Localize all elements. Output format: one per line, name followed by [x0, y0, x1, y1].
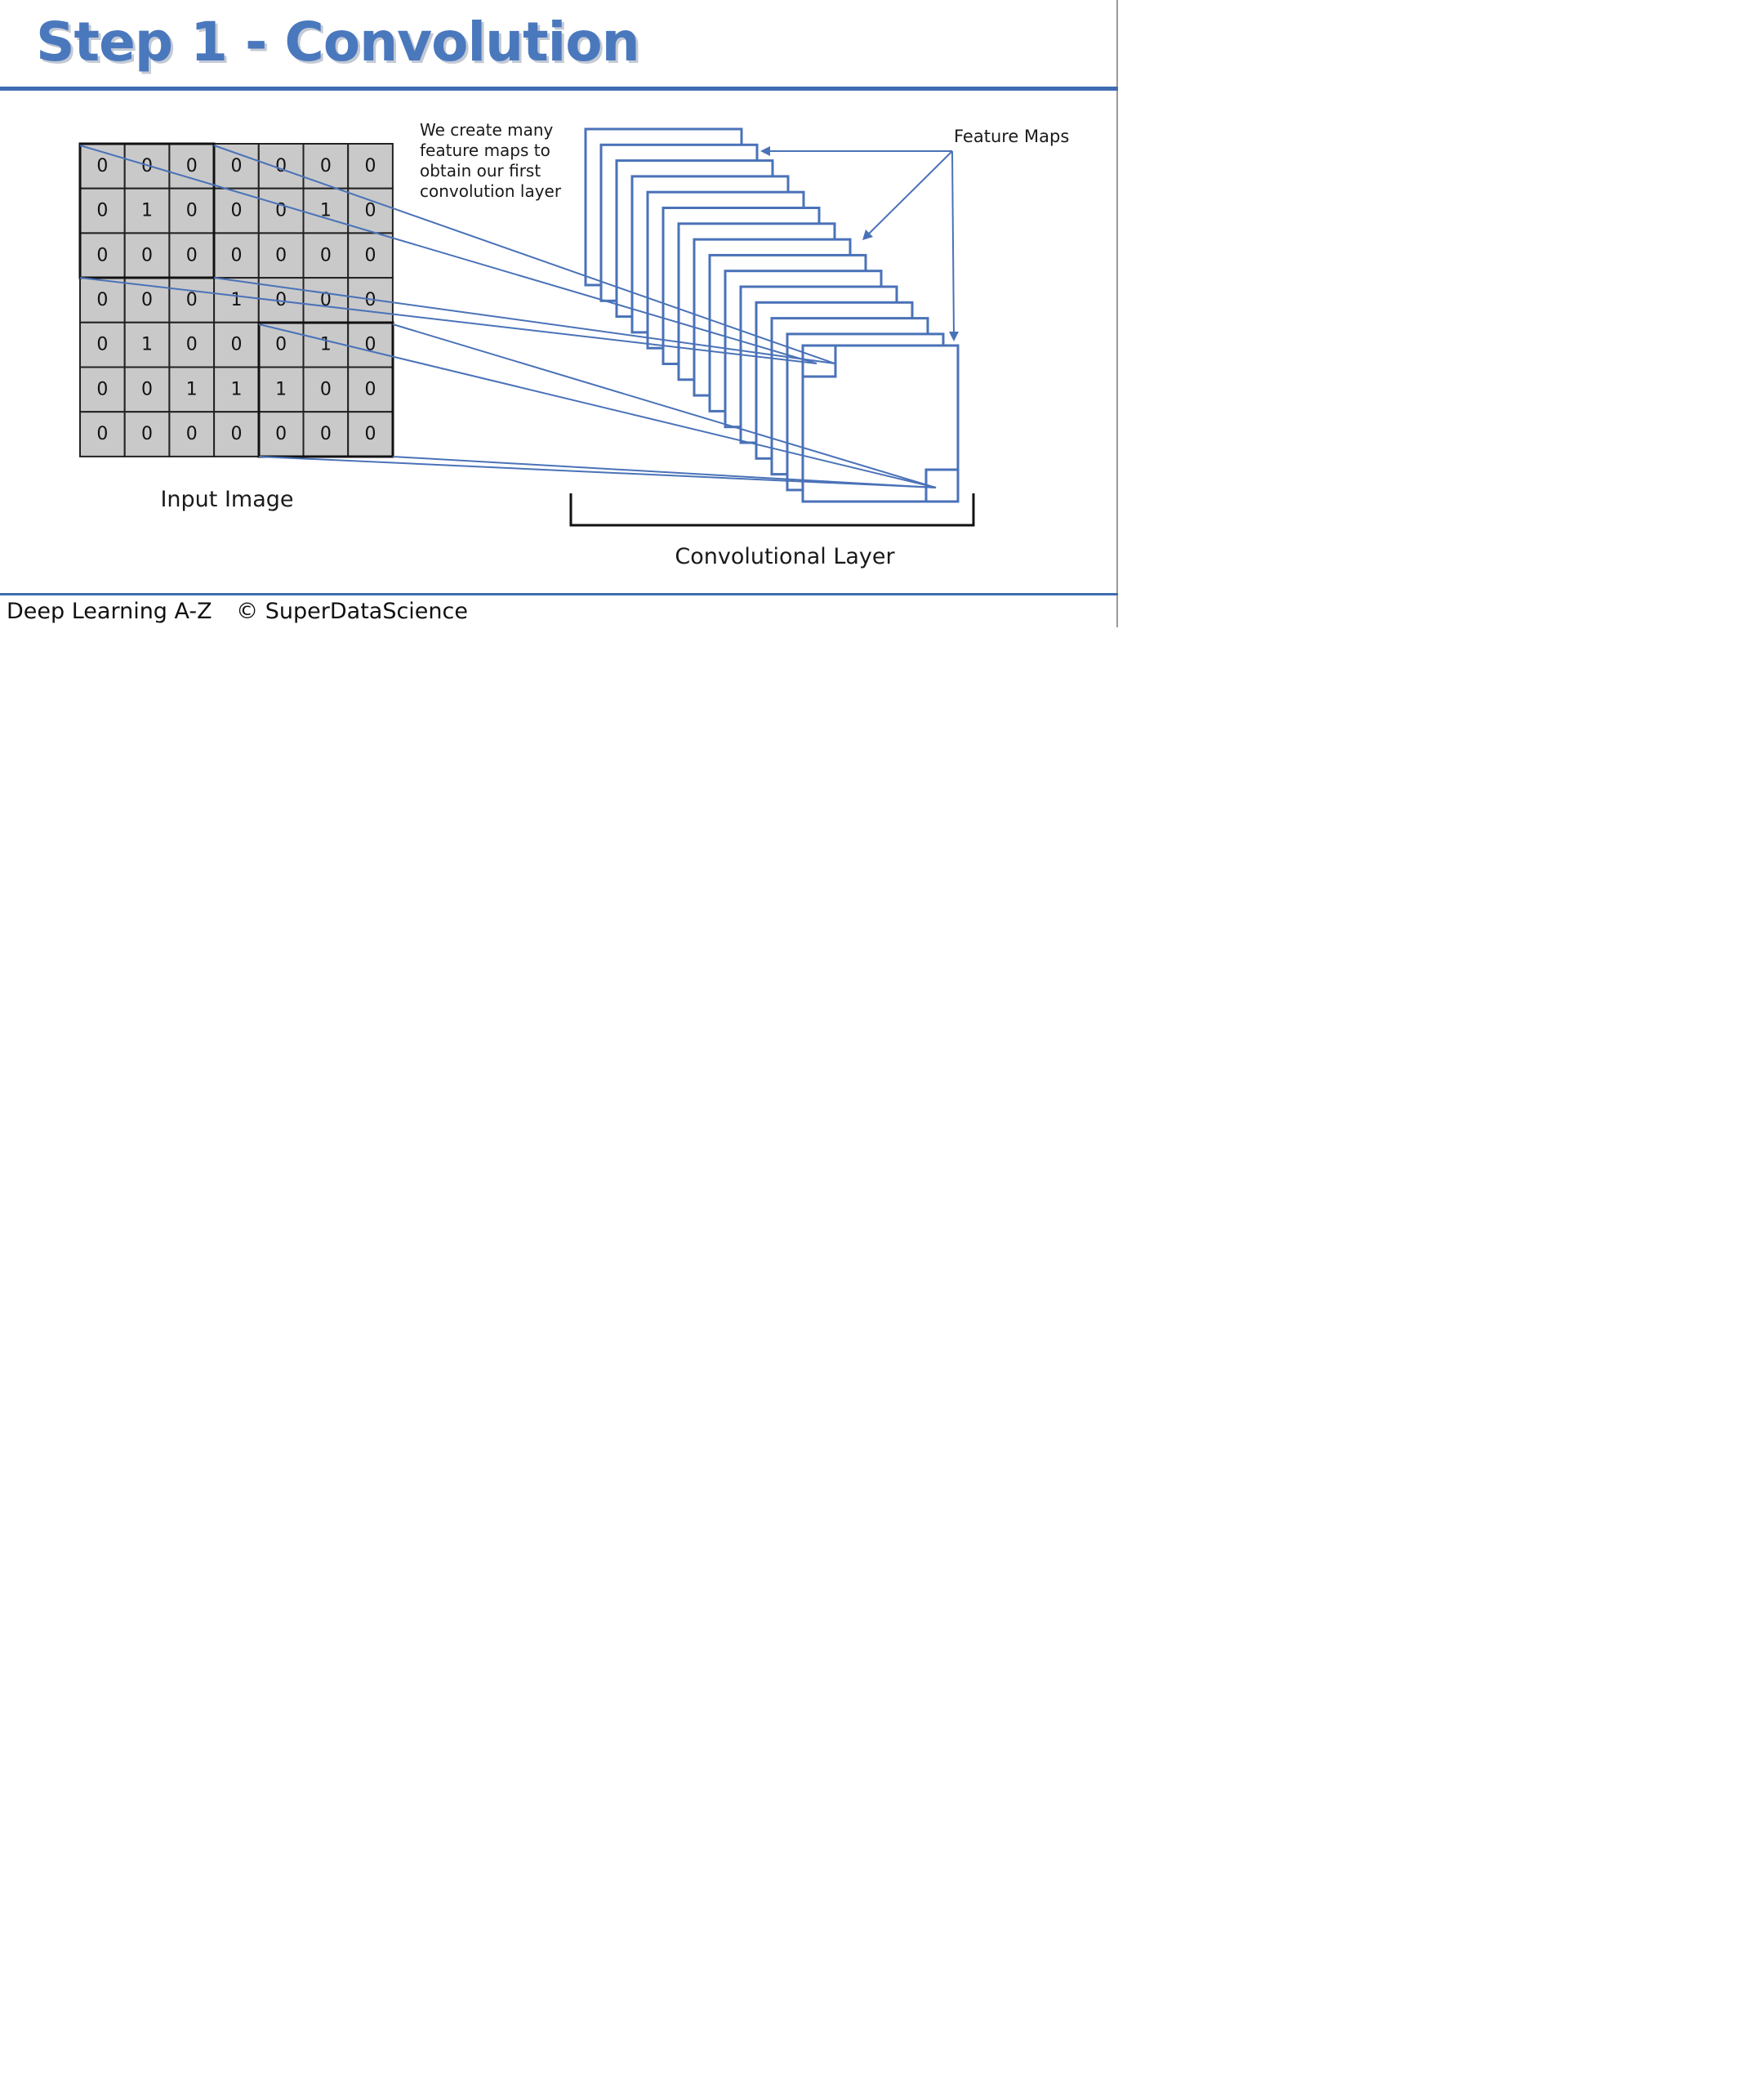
conv-layer-bracket — [569, 493, 975, 527]
grid-cell-value: 0 — [186, 424, 198, 444]
annotation-line: feature maps to — [420, 140, 550, 160]
connection-line — [213, 277, 835, 364]
connection-line — [258, 456, 937, 488]
grid-cell — [257, 143, 305, 190]
grid-cell — [213, 232, 260, 279]
grid-cell-value: 0 — [186, 201, 198, 221]
grid-cell-value: 0 — [320, 245, 332, 265]
input-image-label: Input Image — [160, 487, 293, 512]
grid-cell — [168, 366, 216, 413]
grid-cell-value: 0 — [141, 290, 153, 310]
grid-cell-value: 0 — [275, 335, 287, 355]
conv-layer-label: Convolutional Layer — [675, 544, 895, 569]
arrow-line — [951, 150, 955, 337]
arrow-head-icon — [949, 332, 959, 341]
annotation-line: We create many — [420, 120, 554, 140]
grid-cell-value: 1 — [186, 379, 198, 399]
grid-cell-value: 0 — [320, 424, 332, 444]
grid-cell-value: 0 — [230, 201, 242, 221]
grid-cell-value: 0 — [365, 245, 376, 265]
filter-window-bottom-right — [257, 321, 394, 458]
grid-cell-value: 0 — [230, 335, 242, 355]
grid-cell-value: 0 — [96, 290, 108, 310]
feature-map-stack — [584, 127, 960, 503]
grid-cell — [79, 321, 126, 368]
grid-cell-value: 0 — [141, 424, 153, 444]
filter-windows — [78, 142, 394, 458]
convolution-diagram: 0 0 0 0 0 0 0 0 1 0 0 0 1 0 0 0 0 0 0 0 0 0 0 0 1 0 0 0 0 1 0 0 0 1 0 0 0 1 1 1… — [78, 120, 1069, 569]
annotation-line: obtain our first — [420, 161, 541, 181]
annotation-line: convolution layer — [420, 181, 562, 201]
grid-cell-value: 0 — [96, 424, 108, 444]
grid-cell-value: 0 — [96, 156, 108, 176]
grid-cell-value: 0 — [186, 335, 198, 355]
grid-cell-value: 0 — [96, 201, 108, 221]
grid-cell — [347, 143, 394, 190]
grid-cell — [213, 321, 260, 368]
grid-cell-value: 0 — [141, 156, 153, 176]
connection-line — [258, 323, 937, 488]
filter-window-top-left — [78, 142, 216, 279]
grid-cell — [302, 366, 350, 413]
footer-course: Deep Learning A-Z — [7, 599, 212, 624]
grid-cell-value: 0 — [365, 201, 376, 221]
grid-cell-value: 0 — [275, 424, 287, 444]
annotation-text: We create many feature maps to obtain ou… — [420, 120, 562, 201]
grid-cell-value: 0 — [275, 156, 287, 176]
footer-divider — [0, 593, 1118, 595]
grid-cell-value: 1 — [141, 201, 153, 221]
grid-cell-value: 0 — [230, 424, 242, 444]
arrow-head-icon — [862, 230, 873, 240]
connection-lines — [79, 145, 937, 488]
grid-cell-value: 0 — [320, 156, 332, 176]
grid-cell-value: 0 — [365, 156, 376, 176]
grid-cell — [168, 411, 216, 457]
grid-cell-value: 1 — [275, 379, 287, 399]
connection-line — [392, 456, 937, 488]
grid-cell-value: 0 — [96, 379, 108, 399]
grid-cell-value: 0 — [96, 335, 108, 355]
title-divider — [0, 87, 1118, 91]
grid-cell-value: 0 — [275, 245, 287, 265]
grid-cell-value: 0 — [365, 424, 376, 444]
arrow-head-icon — [760, 146, 770, 156]
grid-cell — [168, 321, 216, 368]
grid-cell-value: 0 — [275, 290, 287, 310]
grid-cell — [123, 187, 171, 234]
slide-title: Step 1 - Convolution — [36, 11, 640, 74]
grid-cell-value: 0 — [230, 245, 242, 265]
footer-copyright: © SuperDataScience — [236, 599, 468, 624]
connection-line — [392, 323, 937, 488]
grid-cell — [302, 187, 350, 234]
grid-cell-value: 0 — [365, 379, 376, 399]
grid-cell — [347, 232, 394, 279]
grid-cell-value: 0 — [96, 245, 108, 265]
grid-cell-value: 1 — [320, 335, 332, 355]
grid-cell-value: 0 — [141, 379, 153, 399]
grid-cell-value: 0 — [141, 245, 153, 265]
connection-line — [213, 145, 835, 364]
grid-cell-value: 0 — [230, 156, 242, 176]
feature-maps-label: Feature Maps — [954, 127, 1069, 146]
input-image-grid: 0 0 0 0 0 0 0 0 1 0 0 0 1 0 0 0 0 0 0 0 0 0 0 0 1 0 0 0 0 1 0 0 0 1 0 0 0 1 1 1… — [79, 143, 394, 457]
grid-cell-value: 1 — [141, 335, 153, 355]
grid-cell-value: 1 — [230, 290, 242, 310]
grid-cell-value: 1 — [230, 379, 242, 399]
grid-cell — [168, 232, 216, 279]
grid-cell-value: 0 — [186, 290, 198, 310]
feature-maps-arrows — [760, 146, 959, 341]
arrow-line — [864, 150, 953, 239]
grid-cell-value: 1 — [320, 201, 332, 221]
grid-cell-value: 0 — [320, 379, 332, 399]
connection-line — [79, 145, 817, 364]
connection-line — [79, 277, 817, 364]
grid-cell-value: 0 — [186, 245, 198, 265]
grid-cell-value: 0 — [186, 156, 198, 176]
grid-cell — [79, 411, 126, 457]
